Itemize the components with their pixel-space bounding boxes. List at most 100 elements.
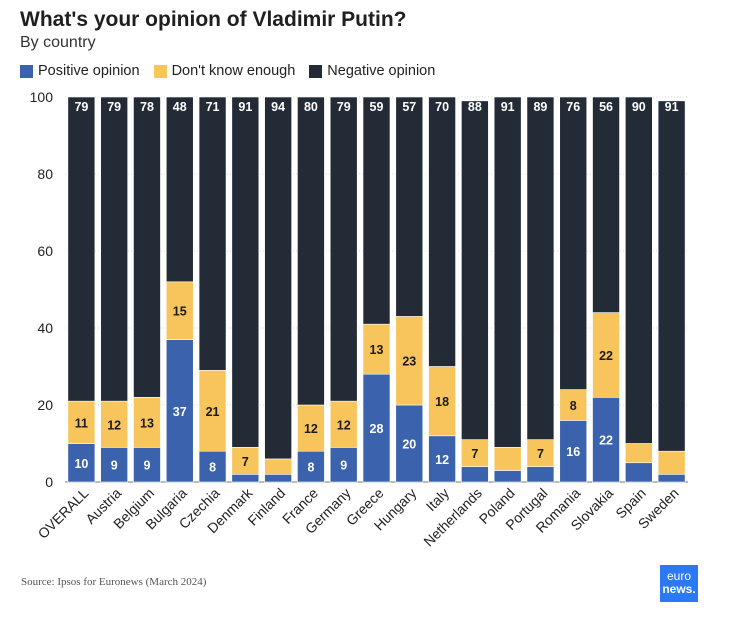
data-label: 91 bbox=[665, 100, 679, 114]
bar-segment bbox=[395, 96, 424, 317]
y-tick-label: 100 bbox=[30, 89, 54, 105]
bar-segment bbox=[264, 473, 292, 483]
bar-segment bbox=[165, 339, 194, 483]
bar-segment bbox=[592, 396, 620, 483]
legend-item-positive: Positive opinion bbox=[20, 63, 140, 79]
data-label: 8 bbox=[209, 461, 216, 475]
data-label: 94 bbox=[271, 100, 285, 114]
data-label: 7 bbox=[242, 455, 249, 469]
data-label: 20 bbox=[402, 438, 416, 452]
bar-segment bbox=[231, 96, 260, 448]
bar-segment bbox=[526, 466, 555, 483]
data-label: 79 bbox=[107, 100, 121, 114]
bar-segment bbox=[362, 96, 391, 325]
legend-item-dont-know: Don't know enough bbox=[153, 63, 296, 79]
data-label: 9 bbox=[111, 459, 118, 473]
data-label: 11 bbox=[75, 416, 88, 430]
data-label: 16 bbox=[566, 445, 580, 459]
bar-segment bbox=[329, 96, 358, 402]
euronews-logo: euro news. bbox=[660, 565, 698, 602]
data-label: 79 bbox=[337, 100, 351, 114]
data-label: 57 bbox=[402, 100, 416, 114]
bar-segment bbox=[559, 420, 588, 483]
bar-segment bbox=[493, 447, 522, 471]
data-label: 22 bbox=[599, 434, 613, 448]
data-label: 12 bbox=[435, 453, 449, 467]
bar-segment bbox=[100, 96, 128, 402]
bar-segment bbox=[625, 96, 653, 444]
data-label: 23 bbox=[402, 355, 416, 369]
data-label: 56 bbox=[599, 100, 613, 114]
bar-segment bbox=[657, 100, 686, 452]
bar-segment bbox=[231, 447, 260, 475]
source-note: Source: Ipsos for Euronews (March 2024) bbox=[21, 576, 207, 588]
data-label: 9 bbox=[143, 459, 150, 473]
data-label: 7 bbox=[471, 447, 478, 461]
data-label: 79 bbox=[74, 100, 88, 114]
bar-segment bbox=[625, 443, 653, 464]
data-label: 80 bbox=[304, 100, 318, 114]
bar-segment bbox=[526, 439, 555, 467]
bar-segment bbox=[592, 312, 620, 398]
bar-segment bbox=[297, 96, 325, 406]
bar-segment bbox=[461, 466, 489, 483]
y-tick-label: 40 bbox=[37, 320, 53, 336]
bar-segment bbox=[165, 281, 194, 340]
y-tick-label: 20 bbox=[37, 397, 53, 413]
y-tick-label: 0 bbox=[45, 474, 53, 490]
data-label: 28 bbox=[370, 422, 384, 436]
legend-label-dont-know: Don't know enough bbox=[171, 63, 296, 79]
bar-segment bbox=[100, 400, 128, 448]
legend-item-negative: Negative opinion bbox=[309, 63, 435, 79]
bar-segment bbox=[297, 404, 325, 452]
legend-label-negative: Negative opinion bbox=[327, 63, 436, 79]
legend-swatch-dont-know bbox=[153, 64, 167, 78]
logo-line-1: euro bbox=[666, 569, 692, 583]
bar-segment bbox=[428, 435, 456, 483]
logo-line-2: news. bbox=[662, 582, 696, 596]
data-label: 59 bbox=[370, 100, 384, 114]
legend: Positive opinion Don't know enough Negat… bbox=[20, 63, 449, 79]
data-label: 12 bbox=[107, 418, 121, 432]
legend-swatch-negative bbox=[309, 64, 323, 78]
data-label: 89 bbox=[533, 100, 547, 114]
data-label: 78 bbox=[140, 100, 154, 114]
bar-segment bbox=[625, 462, 653, 483]
bar-segment bbox=[526, 96, 555, 440]
bar-segment bbox=[461, 439, 489, 467]
bar-segment bbox=[264, 96, 292, 460]
data-label: 9 bbox=[340, 459, 347, 473]
data-label: 7 bbox=[537, 447, 544, 461]
bar-segment bbox=[461, 100, 489, 440]
data-label: 18 bbox=[435, 395, 449, 409]
chart-subtitle: By country bbox=[20, 34, 96, 51]
bar-segment bbox=[395, 404, 424, 483]
bar-segment bbox=[428, 96, 456, 367]
bar-segment bbox=[657, 473, 686, 483]
data-label: 12 bbox=[337, 418, 351, 432]
bar-segment bbox=[362, 373, 391, 483]
bar-segment bbox=[198, 450, 227, 483]
bar-segment bbox=[133, 447, 161, 483]
bar-segment bbox=[493, 96, 522, 448]
data-label: 90 bbox=[632, 100, 646, 114]
data-label: 71 bbox=[206, 100, 220, 114]
bar-segment bbox=[297, 450, 325, 483]
bar-segment bbox=[362, 323, 391, 375]
x-tick-label: OVERALL bbox=[35, 485, 92, 542]
bar-segment bbox=[493, 470, 522, 483]
legend-label-positive: Positive opinion bbox=[38, 63, 140, 79]
data-label: 76 bbox=[566, 100, 580, 114]
y-tick-label: 60 bbox=[37, 243, 53, 259]
legend-swatch-positive bbox=[20, 64, 33, 78]
bar-segment bbox=[559, 96, 588, 390]
bar-segment bbox=[165, 96, 194, 283]
bar-segment bbox=[264, 458, 292, 475]
data-label: 8 bbox=[307, 461, 314, 475]
bar-segment bbox=[231, 473, 260, 483]
data-label: 22 bbox=[599, 349, 613, 363]
data-label: 91 bbox=[501, 100, 515, 114]
bar-segment bbox=[592, 96, 620, 313]
bar-segment bbox=[329, 447, 358, 483]
